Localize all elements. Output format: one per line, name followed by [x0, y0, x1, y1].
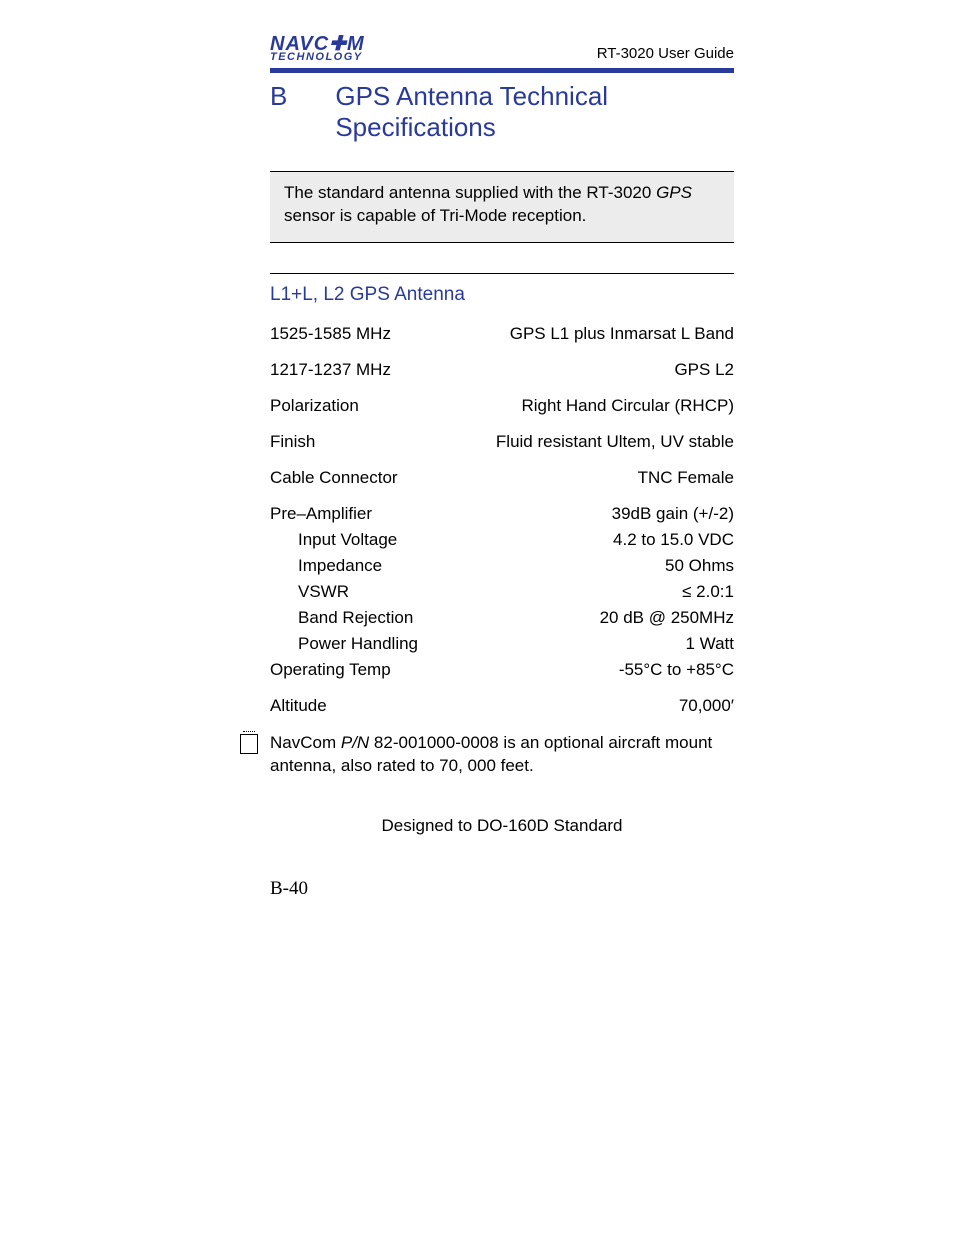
spec-row: Input Voltage 4.2 to 15.0 VDC [270, 530, 734, 550]
spec-label: Band Rejection [270, 608, 413, 628]
spec-row: Band Rejection 20 dB @ 250MHz [270, 608, 734, 628]
section-rule [270, 273, 734, 274]
intro-text-gps: GPS [656, 183, 692, 202]
spec-value: 50 Ohms [665, 556, 734, 576]
spec-value: Fluid resistant Ultem, UV stable [496, 432, 734, 452]
chapter-heading: B GPS Antenna Technical Specifications [270, 81, 734, 143]
spec-label: Altitude [270, 696, 327, 716]
spec-value: TNC Female [638, 468, 734, 488]
spec-value: ≤ 2.0:1 [682, 582, 734, 602]
spec-label: Cable Connector [270, 468, 398, 488]
spec-value: 1 Watt [686, 634, 735, 654]
spec-row: Power Handling 1 Watt [270, 634, 734, 654]
navcom-logo: NAVC✚M TECHNOLOGY [270, 36, 365, 62]
chapter-letter: B [270, 81, 287, 143]
spec-value: 70,000′ [679, 696, 734, 716]
intro-text-line2: sensor is capable of Tri-Mode reception. [284, 206, 586, 225]
page-number: B-40 [270, 878, 894, 900]
spec-table: 1525-1585 MHz GPS L1 plus Inmarsat L Band… [270, 324, 734, 716]
spec-row: Cable Connector TNC Female [270, 468, 734, 488]
chapter-title: GPS Antenna Technical Specifications [335, 81, 734, 143]
spec-value: GPS L1 plus Inmarsat L Band [510, 324, 734, 344]
spec-value: 39dB gain (+/-2) [612, 504, 734, 524]
spec-label: Finish [270, 432, 315, 452]
spec-label: 1525-1585 MHz [270, 324, 391, 344]
section-title: L1+L, L2 GPS Antenna [270, 284, 734, 306]
spec-value: 20 dB @ 250MHz [600, 608, 734, 628]
note-icon [240, 734, 258, 754]
header-rule [270, 68, 734, 73]
note-row: NavCom P/N 82-001000-0008 is an optional… [240, 732, 734, 778]
spec-row: Finish Fluid resistant Ultem, UV stable [270, 432, 734, 452]
spec-value: GPS L2 [674, 360, 734, 380]
spec-label: Operating Temp [270, 660, 391, 680]
spec-row: 1217-1237 MHz GPS L2 [270, 360, 734, 380]
logo-text-bottom: TECHNOLOGY [270, 53, 365, 62]
guide-title: RT-3020 User Guide [597, 45, 734, 62]
spec-label: Power Handling [270, 634, 418, 654]
spec-label: Polarization [270, 396, 359, 416]
spec-row: 1525-1585 MHz GPS L1 plus Inmarsat L Band [270, 324, 734, 344]
spec-row: Impedance 50 Ohms [270, 556, 734, 576]
spec-label: 1217-1237 MHz [270, 360, 391, 380]
spec-row: Polarization Right Hand Circular (RHCP) [270, 396, 734, 416]
note-text: NavCom P/N 82-001000-0008 is an optional… [270, 732, 734, 778]
note-pre: NavCom [270, 733, 341, 752]
spec-row: Pre–Amplifier 39dB gain (+/-2) [270, 504, 734, 524]
intro-text-a: The standard antenna supplied with the R… [284, 183, 656, 202]
designed-standard: Designed to DO-160D Standard [270, 816, 734, 836]
note-pn: P/N [341, 733, 374, 752]
spec-row: Altitude 70,000′ [270, 696, 734, 716]
spec-row: VSWR ≤ 2.0:1 [270, 582, 734, 602]
spec-row: Operating Temp -55°C to +85°C [270, 660, 734, 680]
spec-label: Input Voltage [270, 530, 397, 550]
spec-value: -55°C to +85°C [619, 660, 734, 680]
page-header: NAVC✚M TECHNOLOGY RT-3020 User Guide [270, 36, 734, 62]
spec-label: Impedance [270, 556, 382, 576]
page-container: NAVC✚M TECHNOLOGY RT-3020 User Guide B G… [0, 0, 954, 900]
spec-label: Pre–Amplifier [270, 504, 372, 524]
intro-box: The standard antenna supplied with the R… [270, 171, 734, 243]
spec-value: Right Hand Circular (RHCP) [521, 396, 734, 416]
spec-value: 4.2 to 15.0 VDC [613, 530, 734, 550]
spec-label: VSWR [270, 582, 349, 602]
